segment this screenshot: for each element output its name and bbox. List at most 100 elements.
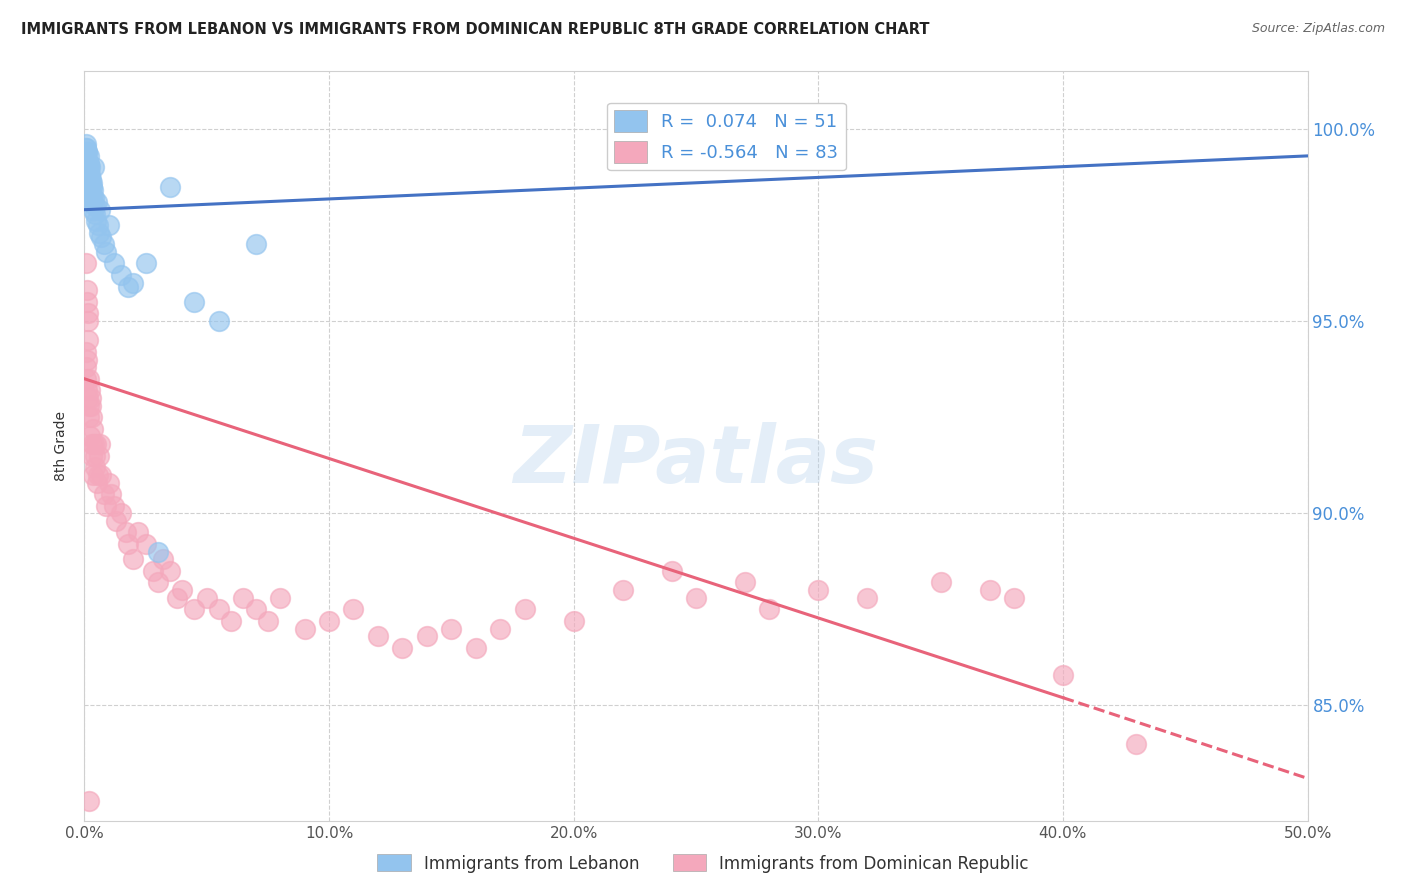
Point	[83, 161, 105, 175]
Point	[758, 602, 780, 616]
Point	[513, 602, 536, 616]
Point	[82, 449, 104, 463]
Point	[82, 194, 104, 209]
Point	[110, 268, 132, 282]
Point	[1002, 591, 1025, 605]
Point	[77, 149, 100, 163]
Point	[79, 176, 101, 190]
Point	[195, 591, 218, 605]
Point	[77, 164, 100, 178]
Point	[76, 384, 98, 398]
Point	[135, 256, 157, 270]
Point	[84, 437, 107, 451]
Point	[96, 499, 118, 513]
Point	[76, 145, 98, 159]
Point	[75, 137, 97, 152]
Point	[97, 475, 120, 490]
Legend: R =  0.074   N = 51, R = -0.564   N = 83: R = 0.074 N = 51, R = -0.564 N = 83	[607, 103, 845, 170]
Point	[103, 256, 125, 270]
Point	[87, 449, 110, 463]
Point	[84, 206, 107, 220]
Point	[342, 602, 364, 616]
Point	[489, 622, 512, 636]
Point	[89, 202, 111, 217]
Point	[83, 437, 105, 451]
Point	[93, 237, 115, 252]
Point	[142, 564, 165, 578]
Point	[318, 614, 340, 628]
Point	[96, 244, 118, 259]
Point	[76, 306, 98, 320]
Point	[208, 314, 231, 328]
Point	[76, 352, 98, 367]
Point	[75, 360, 97, 375]
Point	[100, 487, 122, 501]
Point	[76, 294, 98, 309]
Point	[82, 422, 104, 436]
Point	[82, 184, 104, 198]
Point	[76, 156, 98, 170]
Text: ZIPatlas: ZIPatlas	[513, 422, 879, 500]
Point	[76, 153, 98, 167]
Point	[76, 145, 98, 159]
Point	[416, 629, 439, 643]
Point	[1052, 667, 1074, 681]
Point	[103, 499, 125, 513]
Point	[87, 218, 110, 232]
Point	[75, 141, 97, 155]
Point	[219, 614, 242, 628]
Point	[115, 525, 138, 540]
Point	[166, 591, 188, 605]
Point	[79, 429, 101, 443]
Point	[807, 583, 830, 598]
Point	[77, 410, 100, 425]
Point	[82, 467, 104, 482]
Legend: Immigrants from Lebanon, Immigrants from Dominican Republic: Immigrants from Lebanon, Immigrants from…	[371, 847, 1035, 880]
Point	[90, 229, 112, 244]
Point	[391, 640, 413, 655]
Point	[245, 602, 267, 616]
Point	[232, 591, 254, 605]
Point	[245, 237, 267, 252]
Point	[152, 552, 174, 566]
Point	[79, 164, 101, 178]
Point	[84, 460, 107, 475]
Point	[135, 537, 157, 551]
Point	[77, 391, 100, 405]
Point	[79, 168, 101, 182]
Point	[77, 399, 100, 413]
Point	[440, 622, 463, 636]
Point	[75, 372, 97, 386]
Point	[661, 564, 683, 578]
Point	[172, 583, 194, 598]
Point	[110, 506, 132, 520]
Point	[367, 629, 389, 643]
Point	[80, 172, 103, 186]
Point	[80, 187, 103, 202]
Point	[117, 537, 139, 551]
Point	[80, 191, 103, 205]
Point	[562, 614, 585, 628]
Point	[75, 344, 97, 359]
Point	[122, 552, 145, 566]
Point	[77, 794, 100, 808]
Point	[97, 218, 120, 232]
Point	[294, 622, 316, 636]
Point	[159, 179, 181, 194]
Text: Source: ZipAtlas.com: Source: ZipAtlas.com	[1251, 22, 1385, 36]
Point	[80, 391, 103, 405]
Point	[183, 294, 205, 309]
Point	[86, 475, 108, 490]
Point	[159, 564, 181, 578]
Point	[979, 583, 1001, 598]
Point	[80, 176, 103, 190]
Text: IMMIGRANTS FROM LEBANON VS IMMIGRANTS FROM DOMINICAN REPUBLIC 8TH GRADE CORRELAT: IMMIGRANTS FROM LEBANON VS IMMIGRANTS FR…	[21, 22, 929, 37]
Point	[90, 467, 112, 482]
Point	[86, 194, 108, 209]
Point	[685, 591, 707, 605]
Point	[464, 640, 486, 655]
Point	[661, 114, 683, 128]
Point	[105, 514, 128, 528]
Point	[208, 602, 231, 616]
Point	[76, 334, 98, 348]
